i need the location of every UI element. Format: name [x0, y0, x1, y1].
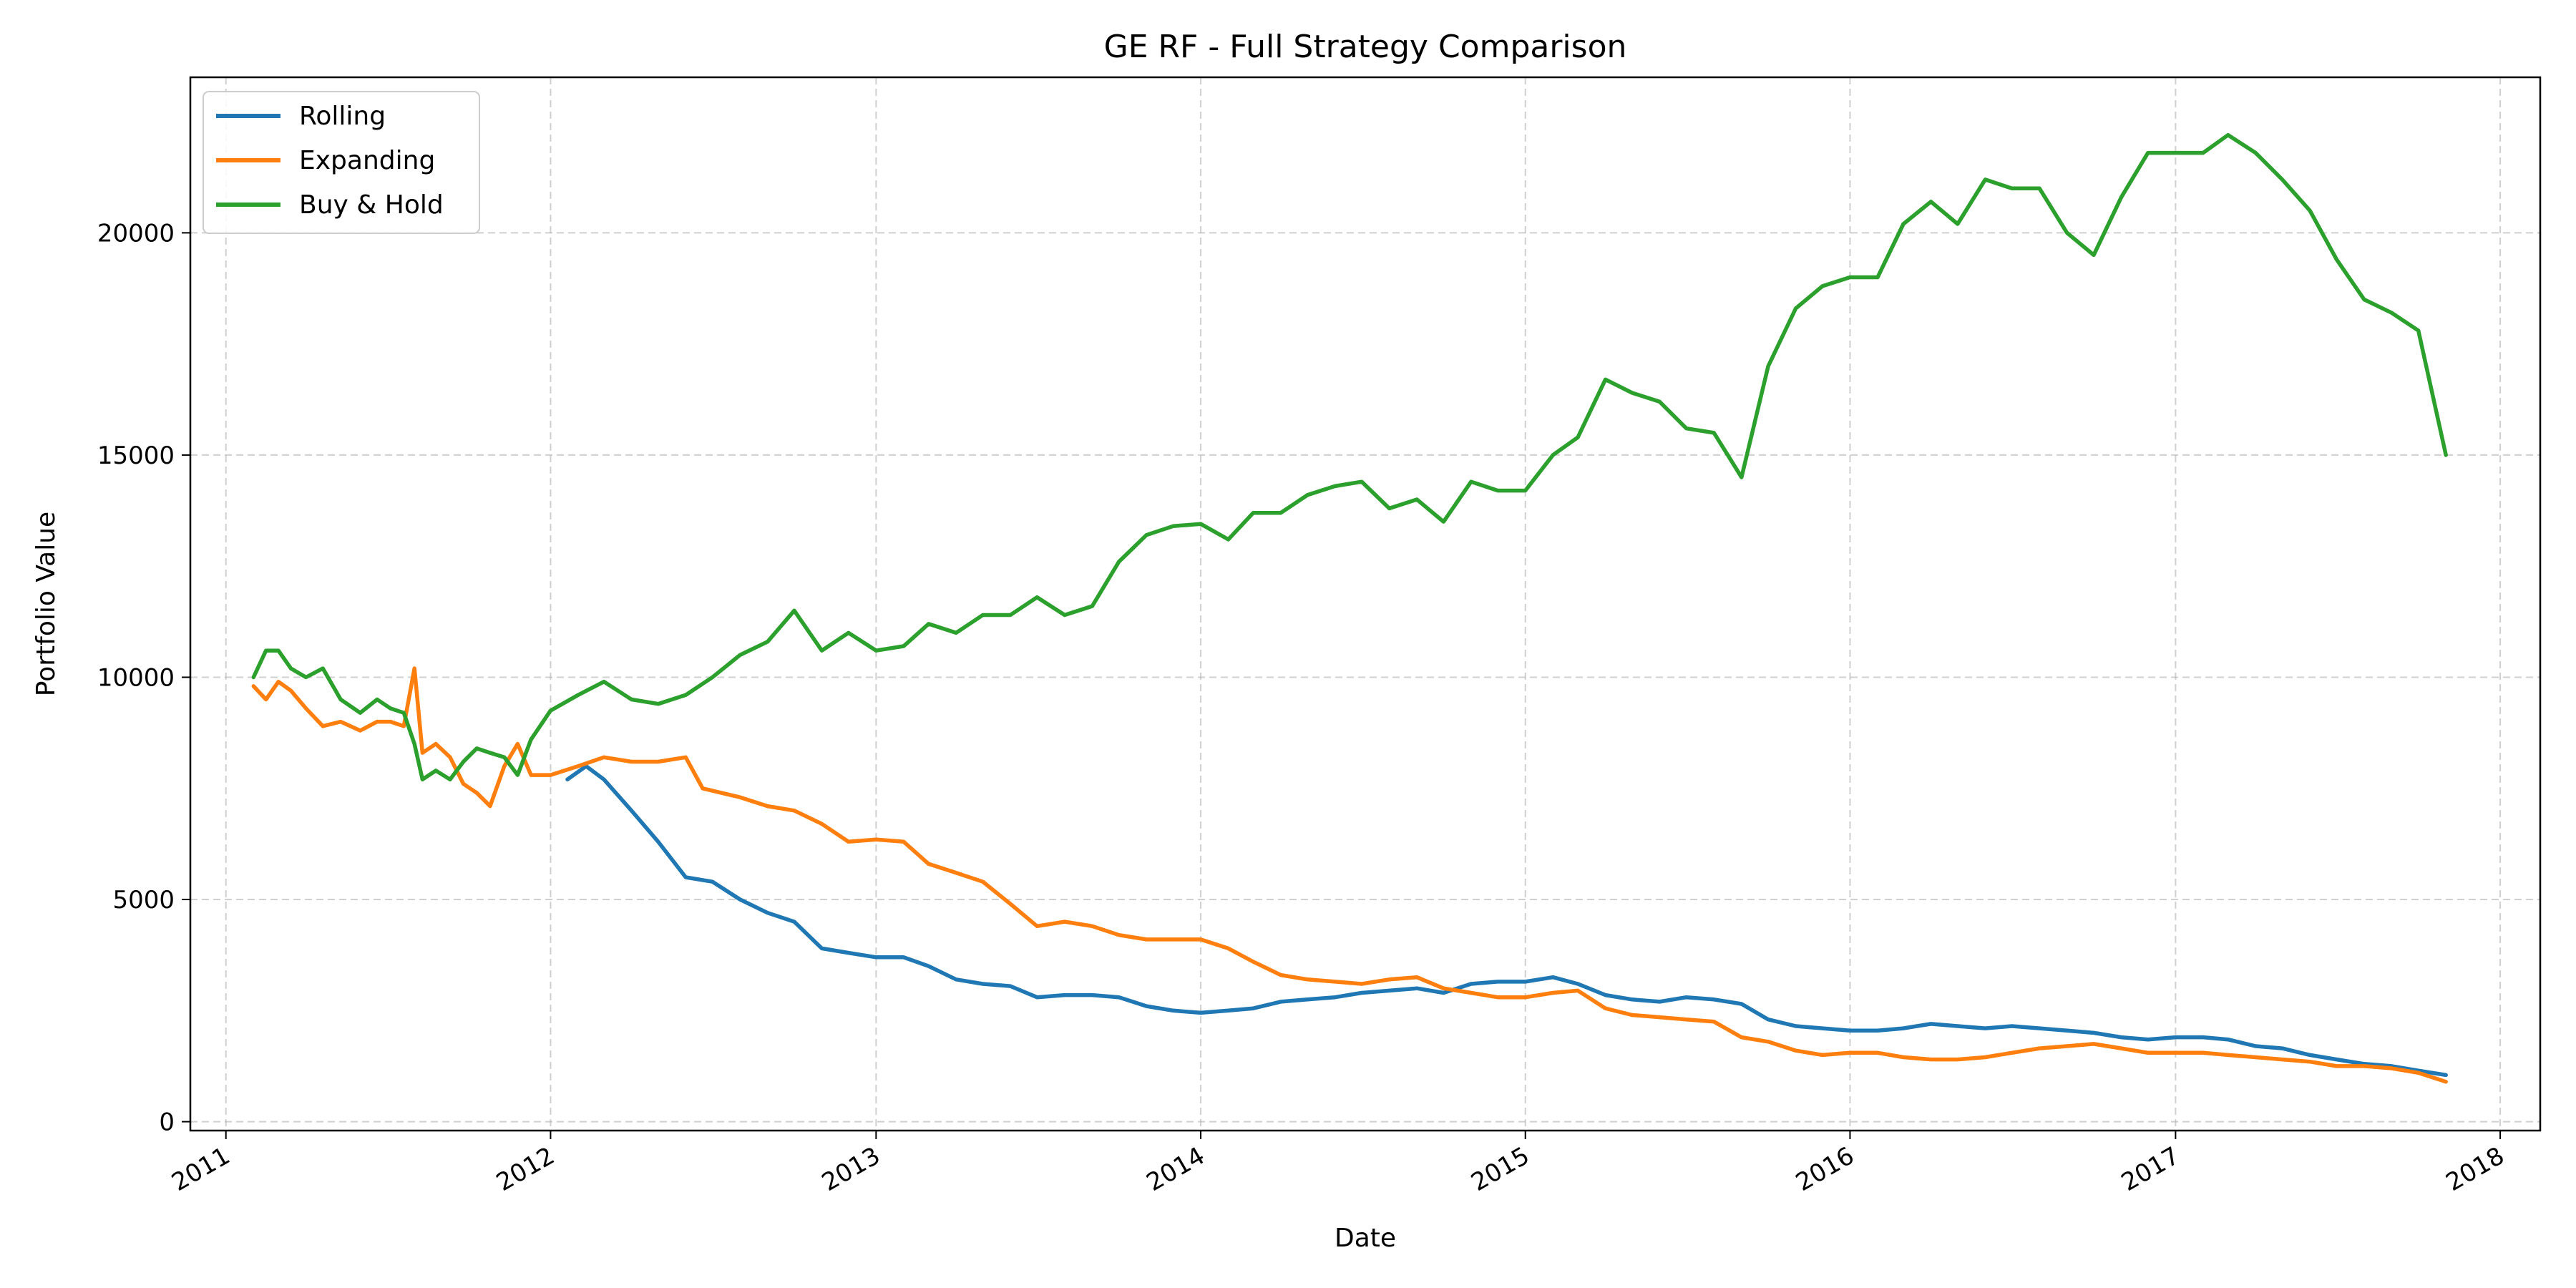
y-tick-label: 10000 — [97, 663, 175, 692]
y-tick-label: 20000 — [97, 219, 175, 248]
series-lines — [251, 132, 2448, 1084]
y-axis-label: Portfolio Value — [31, 512, 61, 696]
series-line-buy-hold — [251, 132, 2448, 782]
legend-label-buy-hold: Buy & Hold — [299, 190, 444, 220]
grid — [190, 77, 2540, 1131]
x-axis-label: Date — [1335, 1224, 1396, 1253]
legend: Rolling Expanding Buy & Hold — [203, 91, 480, 234]
legend-label-expanding: Expanding — [299, 146, 435, 175]
series-line-rolling — [565, 763, 2448, 1078]
y-tick-label: 0 — [159, 1108, 175, 1137]
y-tick-label: 15000 — [97, 441, 175, 470]
chart-title: GE RF - Full Strategy Comparison — [1104, 29, 1627, 65]
y-tick-label: 5000 — [112, 886, 175, 914]
legend-box — [203, 91, 480, 234]
series-line-expanding — [251, 666, 2448, 1084]
legend-label-rolling: Rolling — [299, 102, 386, 131]
plot-frame — [189, 76, 2542, 1132]
